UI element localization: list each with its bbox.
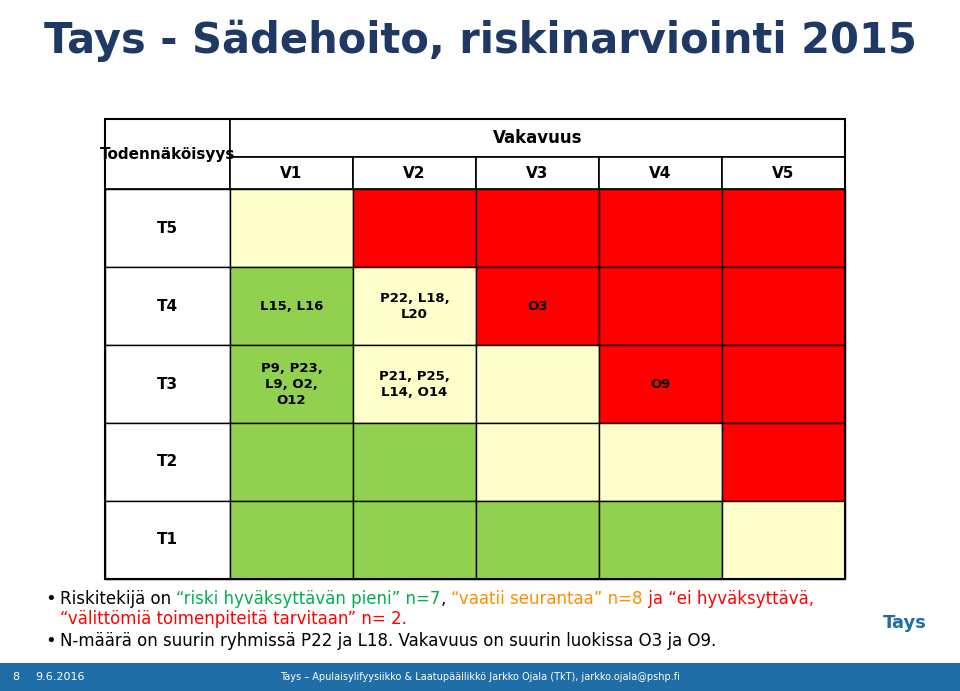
Bar [722,501,845,579]
Bar [105,119,845,579]
Bar [230,423,353,501]
Text: V5: V5 [772,166,795,180]
Bar [476,157,599,189]
Bar [599,157,722,189]
Text: ja “ei hyväksyttävä,: ja “ei hyväksyttävä, [643,590,814,608]
Text: Vakavuus: Vakavuus [492,129,583,147]
Bar [230,119,845,157]
Bar [230,345,353,423]
Bar [476,189,599,267]
Text: P22, L18,
L20: P22, L18, L20 [379,292,449,321]
Bar [105,189,230,267]
Text: Tays: Tays [883,614,927,632]
Bar [230,157,353,189]
Bar [0,663,960,691]
Text: V2: V2 [403,166,425,180]
Text: 8: 8 [12,672,19,682]
Text: V4: V4 [649,166,672,180]
Text: T2: T2 [156,455,179,469]
Bar [230,189,353,267]
Text: “välittömiä toimenpiteitä tarvitaan” n= 2.: “välittömiä toimenpiteitä tarvitaan” n= … [60,610,407,628]
Text: Riskitekijä on: Riskitekijä on [60,590,177,608]
Bar [353,189,476,267]
Bar [105,501,230,579]
Bar [105,345,230,423]
Text: P9, P23,
L9, O2,
O12: P9, P23, L9, O2, O12 [260,361,323,406]
Bar [476,423,599,501]
Text: Todennäköisyys: Todennäköisyys [100,146,235,162]
Bar [353,267,476,345]
Bar [722,157,845,189]
Bar [353,345,476,423]
Text: 9.6.2016: 9.6.2016 [35,672,84,682]
Text: V1: V1 [280,166,302,180]
Bar [599,267,722,345]
Bar [230,501,353,579]
Text: Tays – Apulaisylifyysiikko & Laatupäällikkö Jarkko Ojala (TkT), jarkko.ojala@psh: Tays – Apulaisylifyysiikko & Laatupäälli… [280,672,680,682]
Bar [105,267,230,345]
Text: Tays - Sädehoito, riskinarviointi 2015: Tays - Sädehoito, riskinarviointi 2015 [43,20,917,62]
Text: O3: O3 [527,299,548,312]
Bar [476,267,599,345]
Bar [105,423,230,501]
Bar [353,501,476,579]
Bar [599,423,722,501]
Bar [230,267,353,345]
Bar [722,189,845,267]
Text: •: • [45,590,56,608]
Text: T1: T1 [157,533,178,547]
Text: N-määrä on suurin ryhmissä P22 ja L18. Vakavuus on suurin luokissa O3 ja O9.: N-määrä on suurin ryhmissä P22 ja L18. V… [60,632,716,650]
Text: •: • [45,632,56,650]
Text: T5: T5 [156,220,178,236]
Bar [599,501,722,579]
Bar [353,157,476,189]
Bar [599,345,722,423]
Text: L15, L16: L15, L16 [260,299,324,312]
Bar [105,119,230,189]
Text: “vaatii seurantaa” n=8: “vaatii seurantaa” n=8 [451,590,643,608]
Bar [476,501,599,579]
Bar [599,189,722,267]
Text: T3: T3 [156,377,178,392]
Bar [722,423,845,501]
Bar [722,267,845,345]
Bar [722,345,845,423]
Text: V3: V3 [526,166,549,180]
Bar [353,423,476,501]
Text: ,: , [441,590,451,608]
Text: T4: T4 [156,299,178,314]
Text: O9: O9 [650,377,671,390]
Bar [476,345,599,423]
Text: P21, P25,
L14, O14: P21, P25, L14, O14 [379,370,450,399]
Text: “riski hyväksyttävän pieni” n=7: “riski hyväksyttävän pieni” n=7 [177,590,441,608]
